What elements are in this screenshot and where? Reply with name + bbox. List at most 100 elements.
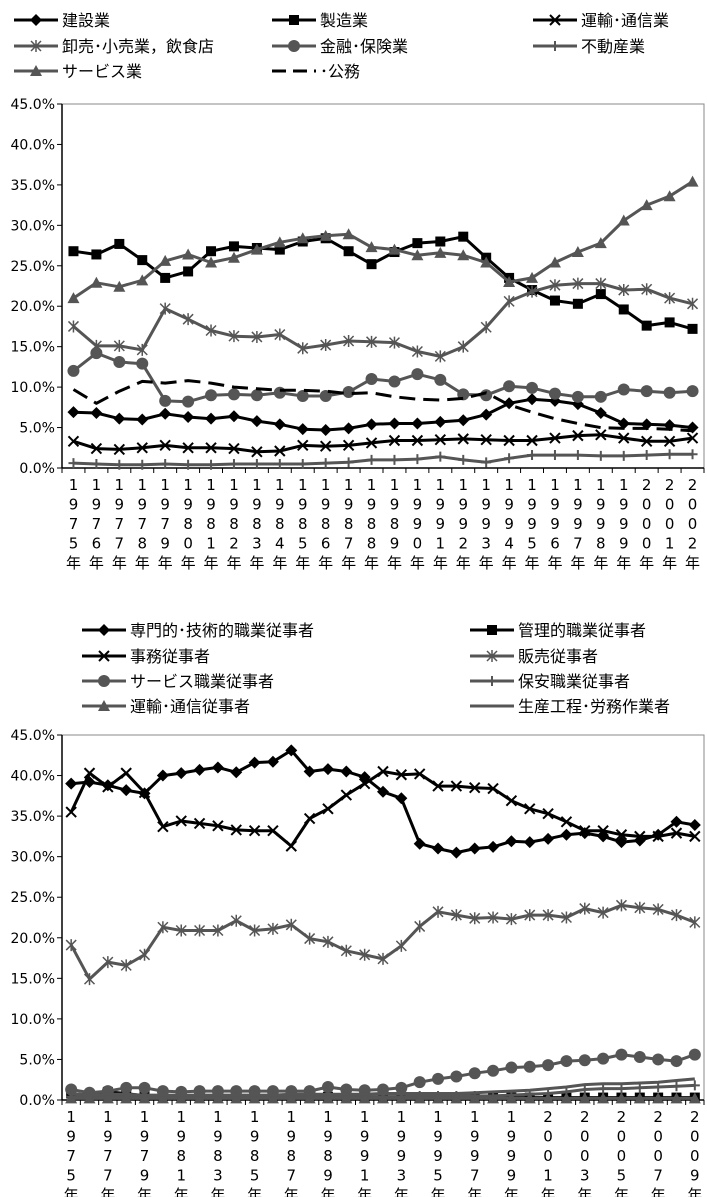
data-point (572, 429, 584, 442)
y-tick-label: 10.0% (11, 380, 55, 396)
data-point (319, 440, 332, 452)
data-point (319, 423, 332, 436)
data-point (320, 339, 332, 352)
series-industry-5 (68, 449, 698, 470)
data-point (413, 768, 426, 780)
data-point (435, 451, 446, 462)
data-point (137, 255, 148, 266)
data-point (102, 956, 114, 969)
data-point (503, 295, 515, 308)
data-point (664, 449, 675, 460)
data-point (228, 241, 239, 252)
data-point (458, 231, 469, 242)
data-point (211, 1092, 224, 1104)
data-point (194, 924, 206, 937)
legend-marker (30, 14, 42, 26)
data-point (523, 836, 536, 849)
data-point (90, 347, 103, 360)
data-point (296, 390, 309, 403)
legend-marker (288, 40, 300, 52)
data-point (90, 406, 103, 419)
data-point (212, 820, 224, 832)
data-point (205, 412, 218, 425)
data-point (670, 1092, 683, 1104)
data-point (560, 1092, 573, 1104)
data-point (480, 321, 492, 334)
data-point (435, 236, 446, 247)
data-point (388, 434, 401, 447)
legend-item: ･公務 (272, 62, 360, 81)
data-point (156, 1092, 169, 1104)
data-point (524, 909, 536, 922)
legend-marker (98, 624, 110, 636)
data-point (266, 755, 279, 768)
data-point (365, 373, 378, 386)
data-point (524, 803, 536, 815)
data-point (321, 1092, 334, 1104)
data-point (227, 388, 240, 401)
data-point (432, 780, 444, 792)
data-point (138, 786, 151, 799)
data-point (487, 782, 499, 795)
data-point (663, 386, 676, 399)
data-point (504, 453, 515, 464)
data-point (159, 254, 172, 266)
legend-item: 販売従事者 (470, 647, 598, 666)
legend-label: 事務従事者 (130, 647, 210, 666)
axes: 0.0% 5.0% 10.0% 15.0% 20.0% 25.0% 30.0% 35.0% 40… (11, 97, 705, 572)
y-tick-label: 40.0% (11, 137, 55, 153)
data-point (595, 289, 606, 300)
data-point (457, 433, 469, 445)
data-point (248, 825, 261, 837)
y-tick-label: 30.0% (11, 850, 55, 866)
data-point (83, 1092, 96, 1104)
data-point (640, 385, 653, 398)
series-line (71, 1077, 695, 1097)
data-point (432, 905, 444, 918)
data-point (274, 244, 285, 255)
data-point (136, 274, 149, 286)
data-point (434, 373, 447, 386)
data-point (615, 899, 627, 912)
data-point (413, 1092, 426, 1104)
data-point (395, 769, 408, 781)
data-point (343, 335, 355, 348)
data-point (159, 407, 172, 420)
data-point (227, 251, 240, 263)
data-point (285, 840, 297, 852)
data-point (83, 767, 96, 779)
data-point (321, 1081, 334, 1094)
y-tick-label: 35.0% (11, 178, 55, 194)
data-point (205, 324, 217, 337)
legend-item: 保安職業従事者 (470, 672, 630, 691)
data-point (411, 417, 424, 430)
data-point (615, 1048, 628, 1061)
legend-marker (550, 41, 560, 51)
data-point (572, 450, 583, 461)
data-point (250, 243, 263, 255)
data-point (523, 1092, 536, 1104)
data-point (65, 806, 77, 818)
data-point (68, 458, 79, 469)
legend-marker (487, 625, 497, 635)
data-point (432, 1072, 445, 1085)
legend-marker (549, 14, 561, 26)
data-point (358, 771, 371, 784)
data-point (395, 1081, 408, 1094)
data-point (434, 246, 447, 258)
data-point (266, 1092, 279, 1104)
data-point (377, 785, 389, 798)
series-line (72, 180, 694, 300)
data-point (395, 1092, 408, 1104)
legend-label: 管理的職業従事者 (518, 621, 646, 640)
legend-marker (98, 650, 110, 662)
series-occupation-6 (65, 1092, 701, 1104)
data-point (595, 429, 607, 441)
data-point (542, 909, 554, 922)
